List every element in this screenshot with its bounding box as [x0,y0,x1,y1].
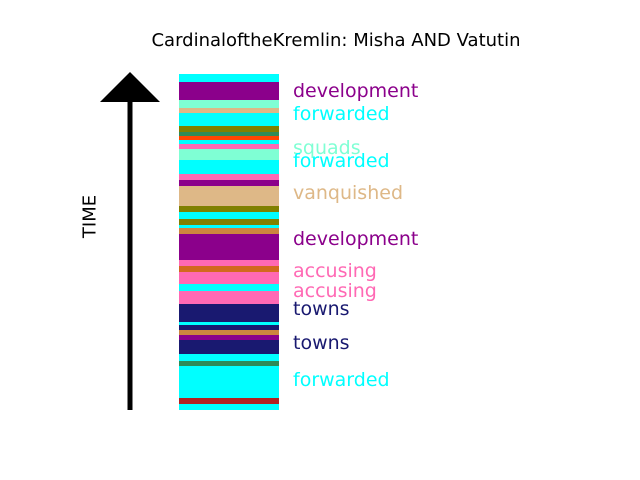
band-label: accusing [293,280,377,302]
time-axis-label: TIME [79,194,101,239]
band-label: development [293,228,419,250]
color-band [179,234,279,260]
color-band [179,291,279,304]
color-band [179,82,279,100]
color-band [179,322,279,325]
color-band [179,219,279,225]
band-label: vanquished [293,182,404,204]
color-band [179,361,279,366]
color-band [179,144,279,149]
color-band [179,206,279,212]
color-band [179,228,279,234]
color-band [179,325,279,330]
color-band [179,174,279,180]
color-band [179,304,279,322]
color-band [179,225,279,228]
color-band [179,186,279,206]
color-band [179,149,279,160]
band-label: towns [293,332,350,354]
color-band [179,108,279,113]
color-band [179,272,279,284]
band-label: towns [293,298,350,320]
color-band [179,366,279,398]
color-band [179,330,279,335]
color-band [179,160,279,174]
band-label: development [293,80,419,102]
color-band [179,354,279,361]
time-arrow-head [100,72,160,102]
color-band [179,260,279,266]
color-band [179,266,279,272]
color-band [179,126,279,132]
color-band [179,113,279,126]
color-band [179,74,279,82]
band-label: accusing [293,260,377,282]
color-band [179,212,279,219]
color-band-strip [179,74,279,410]
color-band [179,136,279,140]
diagram-title: CardinaloftheKremlin: Misha AND Vatutin [151,30,521,51]
color-band [179,398,279,404]
band-label: squads [293,137,361,159]
color-band [179,404,279,410]
color-band [179,340,279,354]
band-label: forwarded [293,103,390,125]
color-band [179,284,279,291]
color-band [179,335,279,340]
color-band [179,180,279,186]
color-band [179,140,279,144]
band-label: forwarded [293,369,390,391]
band-label: forwarded [293,150,390,172]
color-band [179,100,279,108]
color-band [179,132,279,136]
